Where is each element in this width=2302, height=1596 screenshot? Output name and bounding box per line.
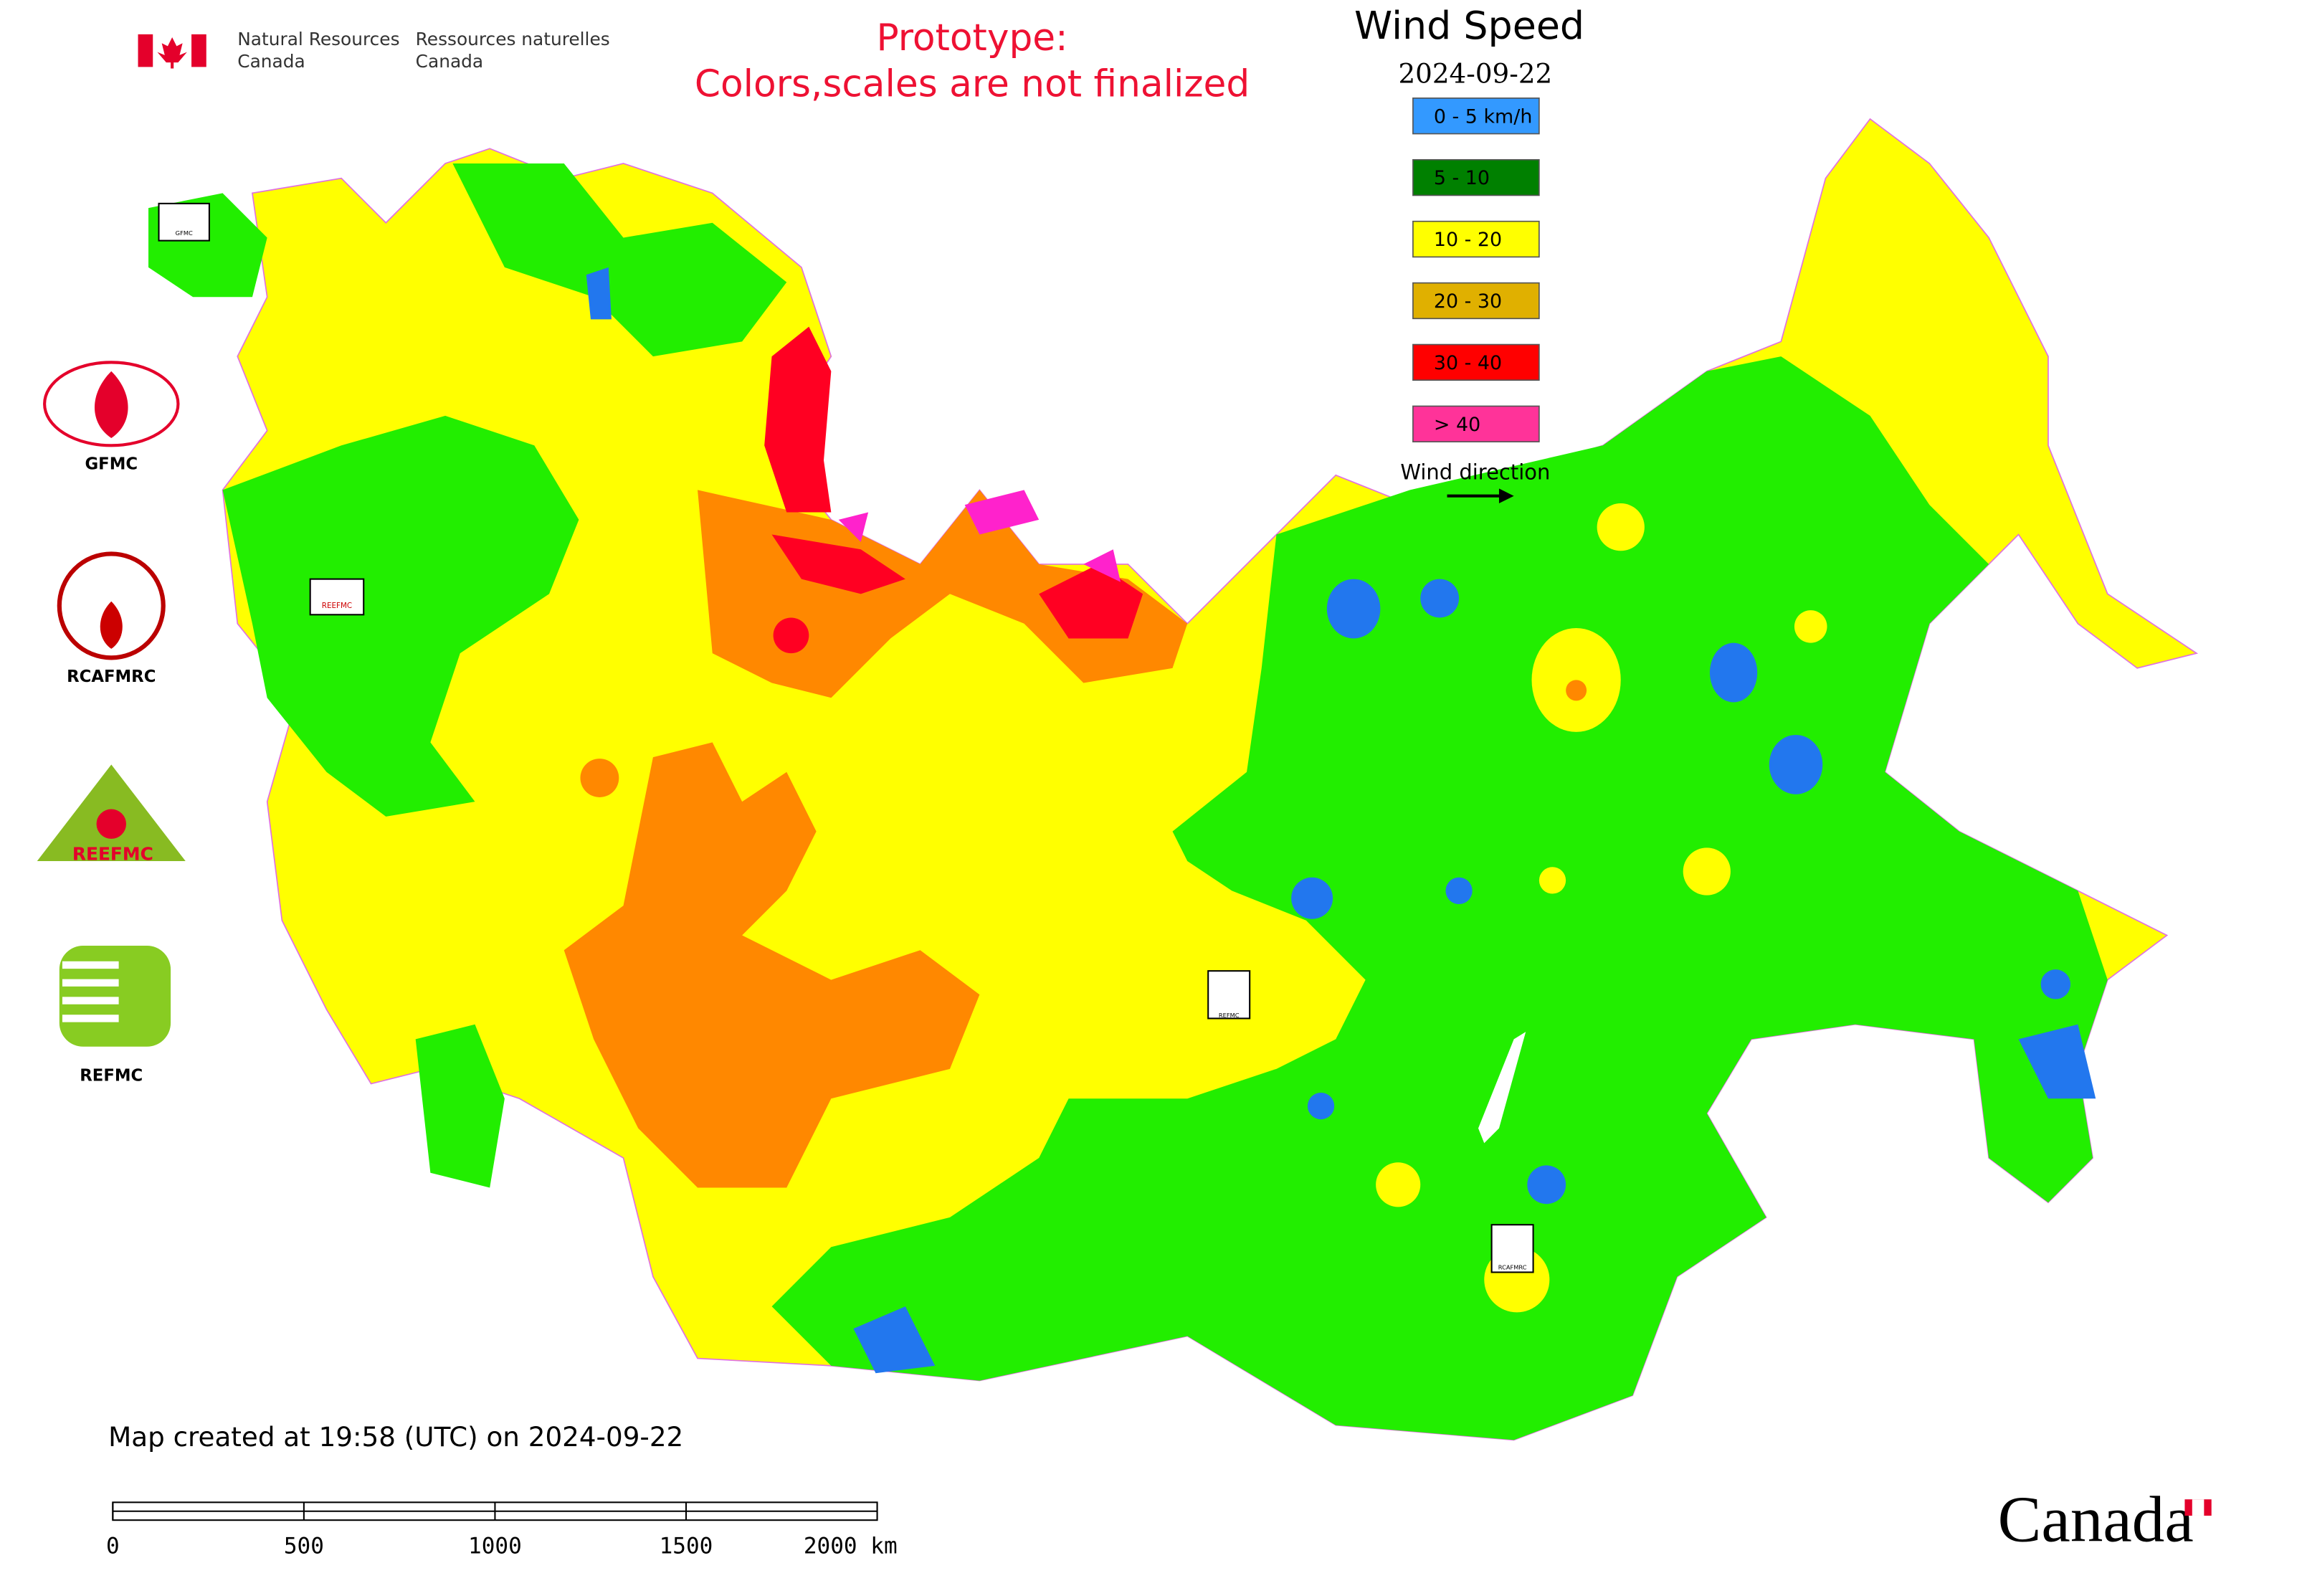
logo-label: GFMC	[85, 455, 138, 474]
zone-orange	[563, 742, 980, 1188]
zone-orange	[698, 490, 1188, 698]
agency-en: Canada	[237, 51, 305, 72]
agency-signature: Natural Resources Canada Ressources natu…	[138, 29, 610, 72]
agency-en: Natural Resources	[237, 29, 399, 49]
legend-label: 30 - 40	[1434, 352, 1502, 374]
agency-fr: Canada	[416, 51, 483, 72]
legend-date: 2024-09-22	[1398, 57, 1552, 89]
zone-blue	[2018, 1024, 2096, 1099]
maple-leaf	[157, 37, 187, 69]
zone-orange	[580, 759, 619, 797]
zone-magenta	[1083, 549, 1121, 582]
logo-flame	[100, 601, 123, 649]
lake-baikal	[1478, 1032, 1526, 1144]
legend-swatch	[1412, 282, 1540, 320]
zone-orange	[1566, 680, 1587, 701]
legend-title: Wind Speed	[1354, 3, 1584, 48]
legend-label: 10 - 20	[1434, 229, 1502, 251]
map-markers: GFMC REEFMC REFMC RCAFMRC	[158, 202, 1534, 1273]
logo-label: REEFMC	[72, 844, 153, 865]
legend-label: > 40	[1434, 414, 1480, 436]
flag-band	[138, 34, 153, 67]
direction-label: Wind direction	[1400, 460, 1550, 485]
scale-label: 0	[106, 1533, 120, 1559]
zone-magenta	[838, 512, 869, 542]
legend-swatch	[1412, 405, 1540, 442]
marker-label: REEFMC	[322, 602, 352, 610]
scale-label: 1000	[468, 1533, 522, 1559]
zone-green	[452, 163, 787, 357]
zone-blue	[2040, 969, 2071, 999]
logo-flame	[94, 371, 128, 438]
zone-yellow	[1794, 610, 1827, 643]
direction-arrow-head	[1498, 488, 1514, 504]
marker-label: RCAFMRC	[1498, 1264, 1527, 1271]
scale-label: 1500	[660, 1533, 713, 1559]
scale-bar: 0 500 1000 1500 2000 km	[106, 1501, 898, 1559]
agency-fr: Ressources naturelles	[416, 29, 610, 49]
marker-box	[158, 202, 210, 242]
zone-blue	[1307, 1092, 1335, 1120]
scale-label: 2000 km	[804, 1533, 898, 1559]
zone-blue	[853, 1306, 936, 1374]
logo-gfmc	[43, 361, 180, 447]
zone-red	[1039, 564, 1143, 639]
logo-stripes	[62, 961, 119, 1022]
zone-yellow	[1376, 1162, 1421, 1207]
zone-yellow	[1597, 503, 1645, 551]
zone-magenta	[964, 490, 1040, 535]
zone-green	[771, 356, 2108, 1440]
legend-label: 5 - 10	[1434, 167, 1490, 189]
marker-box	[309, 578, 365, 616]
logo-label: RCAFMRC	[67, 668, 156, 686]
legend-swatch	[1412, 343, 1540, 381]
flag-band	[191, 34, 206, 67]
calm-zones	[586, 267, 2096, 1374]
zone-yellow	[1538, 867, 1566, 894]
zone-blue	[1769, 735, 1823, 794]
zone-blue	[1420, 579, 1460, 618]
map	[148, 118, 2199, 1441]
logo-refmc	[59, 945, 171, 1047]
wordmark: Canada	[1998, 1483, 2194, 1555]
marker-label: REFMC	[1219, 1012, 1240, 1019]
zone-blue	[1291, 877, 1333, 919]
zone-blue	[1445, 877, 1473, 905]
zone-green	[222, 415, 579, 817]
zone-blue	[1527, 1165, 1566, 1205]
zone-blue	[1326, 579, 1381, 639]
legend-swatch	[1412, 220, 1540, 258]
zone-red	[773, 617, 809, 654]
logo-label: REFMC	[80, 1067, 143, 1086]
legend-swatch	[1412, 98, 1540, 135]
legend: Wind Speed 2024-09-22 Wind direction 0 -…	[1354, 3, 1584, 504]
marker-label: GFMC	[176, 229, 193, 237]
zone-red	[764, 326, 832, 513]
marker-box	[1207, 970, 1251, 1020]
scale-label: 500	[284, 1533, 324, 1559]
zone-yellow	[1683, 847, 1731, 896]
zone-blue	[1709, 642, 1758, 703]
zone-red	[771, 534, 905, 594]
wordmark-flag	[2192, 1499, 2205, 1516]
marker-box	[1490, 1224, 1534, 1273]
zone-green	[415, 1024, 505, 1188]
legend-label: 0 - 5 km/h	[1434, 105, 1533, 128]
created-note: Map created at 19:58 (UTC) on 2024-09-22	[108, 1421, 683, 1453]
legend-swatch	[1412, 158, 1540, 196]
zone-blue	[586, 267, 612, 320]
legend-label: 20 - 30	[1434, 290, 1502, 313]
logo-flame	[96, 809, 126, 839]
prototype-notice: Prototype:	[876, 16, 1067, 60]
prototype-notice: Colors,scales are not finalized	[695, 62, 1250, 105]
partner-logos: GFMC RCAFMRC REEFMC REFMC	[37, 361, 186, 1086]
